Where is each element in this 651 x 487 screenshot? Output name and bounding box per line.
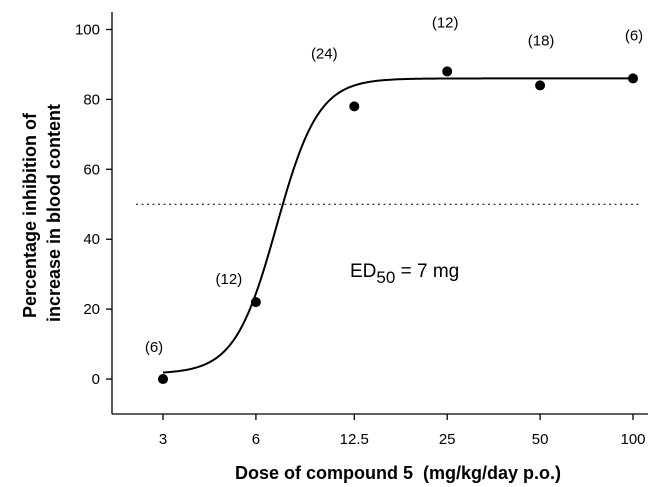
plot-frame bbox=[111, 12, 648, 415]
y-tick-label: 20 bbox=[83, 301, 100, 318]
y-tick-label: 100 bbox=[75, 21, 100, 38]
y-tick-label: 80 bbox=[83, 91, 100, 108]
data-point bbox=[535, 80, 546, 91]
data-point bbox=[628, 73, 638, 84]
y-tick-label: 0 bbox=[92, 371, 100, 388]
data-point bbox=[250, 297, 261, 308]
sample-size-label: (18) bbox=[528, 32, 555, 49]
fitted-sigmoid-curve bbox=[162, 77, 633, 374]
ed50-subscript: 50 bbox=[376, 268, 395, 287]
x-tick-label: 6 bbox=[252, 431, 260, 448]
x-tick-label: 100 bbox=[620, 431, 645, 448]
x-axis-ticks: 3 6 12.5 25 50 100 bbox=[159, 414, 646, 448]
sample-size-labels: (6) (12) (24) (12) (18) (6) bbox=[145, 14, 643, 356]
ed50-annotation: ED50 = 7 mg bbox=[350, 261, 459, 287]
y-tick-label: 60 bbox=[83, 161, 100, 178]
x-tick-label: 25 bbox=[439, 431, 456, 448]
data-points bbox=[158, 66, 638, 385]
x-tick-label: 50 bbox=[532, 431, 549, 448]
sample-size-label: (24) bbox=[311, 45, 338, 62]
y-axis-title: Percentage inhibition of increase in blo… bbox=[20, 104, 64, 322]
data-point bbox=[158, 374, 168, 385]
data-point bbox=[349, 101, 360, 112]
y-axis-title-line-1: Percentage inhibition of bbox=[20, 112, 40, 318]
x-axis-title: Dose of compound 5 (mg/kg/day p.o.) bbox=[235, 463, 561, 483]
x-tick-label: 12.5 bbox=[340, 431, 369, 448]
data-point bbox=[442, 66, 453, 77]
sample-size-label: (12) bbox=[216, 271, 243, 288]
sample-size-label: (6) bbox=[625, 27, 643, 44]
y-axis-title-line-2: increase in blood content bbox=[44, 104, 64, 322]
sample-size-label: (12) bbox=[432, 14, 459, 31]
sample-size-label: (6) bbox=[145, 339, 163, 356]
x-tick-label: 3 bbox=[159, 431, 167, 448]
y-axis-ticks: 0 20 40 60 80 100 bbox=[75, 21, 112, 388]
y-tick-label: 40 bbox=[83, 231, 100, 248]
ed50-suffix: = 7 mg bbox=[395, 261, 459, 282]
ed50-prefix: ED bbox=[350, 261, 376, 282]
